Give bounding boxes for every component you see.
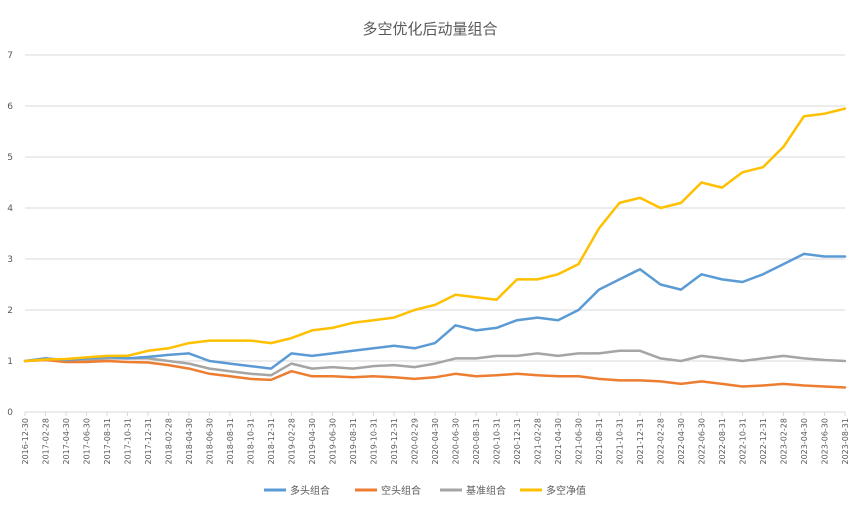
x-tick-label: 2023-02-28 [780,418,789,465]
y-tick-label: 0 [7,408,13,418]
x-tick-label: 2021-10-31 [616,418,625,465]
x-tick-label: 2023-08-31 [841,418,850,465]
y-tick-label: 3 [7,255,13,265]
y-tick-label: 4 [7,204,13,214]
legend-label: 基准组合 [466,484,506,497]
x-tick-label: 2017-06-30 [83,418,92,465]
series-line-3 [23,107,847,363]
y-tick-label: 7 [7,51,13,61]
x-tick-label: 2020-04-30 [431,418,440,465]
y-tick-label: 6 [7,102,13,112]
series-line-2 [23,349,847,377]
legend-label: 多头组合 [290,484,330,497]
y-tick-label: 5 [7,153,13,163]
x-tick-label: 2016-12-30 [21,418,30,465]
x-tick-label: 2021-08-31 [595,418,604,465]
x-tick-label: 2018-04-30 [185,418,194,465]
series-line-0 [23,252,847,370]
x-tick-label: 2022-10-31 [739,418,748,465]
x-tick-label: 2021-02-28 [534,418,543,465]
x-tick-label: 2023-06-30 [821,418,830,465]
chart-title: 多空优化后动量组合 [362,20,497,38]
plot-area [23,107,847,389]
x-tick-label: 2021-06-30 [575,418,584,465]
x-tick-label: 2018-02-28 [165,418,174,465]
x-tick-label: 2022-04-30 [677,418,686,465]
x-axis: 2016-12-30 2017-02-28 2017-04-30 2017-06-30… [21,412,850,465]
x-tick-label: 2020-08-31 [472,418,481,465]
x-tick-label: 2018-10-31 [247,418,256,465]
x-tick-label: 2020-02-29 [411,418,420,465]
x-tick-label: 2018-06-30 [206,418,215,465]
x-tick-label: 2023-04-30 [800,418,809,465]
y-tick-label: 2 [7,306,13,316]
legend: 多头组合 空头组合 基准组合 多空净值 [264,484,586,497]
x-tick-label: 2017-04-30 [62,418,71,465]
x-tick-label: 2022-12-31 [759,418,768,465]
legend-label: 空头组合 [381,484,421,497]
x-tick-label: 2020-12-31 [513,418,522,465]
x-tick-label: 2018-08-31 [226,418,235,465]
y-axis: 0 1 2 3 4 5 6 7 [7,51,13,418]
x-tick-label: 2021-12-31 [636,418,645,465]
x-tick-label: 2018-12-31 [267,418,276,465]
x-tick-label: 2017-10-31 [124,418,133,465]
x-tick-label: 2021-04-30 [554,418,563,465]
x-tick-label: 2019-12-31 [390,418,399,465]
y-tick-label: 1 [7,357,13,367]
x-tick-label: 2022-06-30 [698,418,707,465]
x-tick-label: 2019-10-31 [370,418,379,465]
series-line-1 [23,358,847,389]
x-tick-label: 2017-02-28 [42,418,51,465]
x-tick-label: 2020-06-30 [452,418,461,465]
x-tick-label: 2022-08-31 [718,418,727,465]
legend-label: 多空净值 [546,484,586,497]
x-tick-label: 2019-08-31 [349,418,358,465]
x-tick-label: 2020-10-31 [493,418,502,465]
x-tick-label: 2017-12-31 [144,418,153,465]
x-tick-label: 2019-06-30 [329,418,338,465]
x-tick-label: 2019-02-28 [288,418,297,465]
x-tick-label: 2022-02-28 [657,418,666,465]
x-tick-label: 2017-08-31 [103,418,112,465]
x-tick-label: 2019-04-30 [308,418,317,465]
